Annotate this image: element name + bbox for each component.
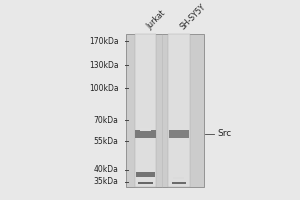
Bar — [169, 130, 189, 138]
Bar — [135, 34, 156, 187]
Text: 100kDa: 100kDa — [89, 84, 118, 93]
Bar — [172, 182, 186, 184]
Text: 130kDa: 130kDa — [89, 61, 118, 70]
Bar — [168, 34, 190, 187]
Text: 170kDa: 170kDa — [89, 37, 118, 46]
Bar — [136, 172, 155, 177]
Bar — [173, 177, 184, 179]
Text: 35kDa: 35kDa — [94, 177, 119, 186]
Text: 55kDa: 55kDa — [94, 137, 119, 146]
Bar — [126, 34, 204, 187]
Text: 40kDa: 40kDa — [94, 165, 119, 174]
Text: SH-SY5Y: SH-SY5Y — [179, 2, 208, 31]
Bar — [135, 130, 156, 138]
Bar — [140, 128, 151, 131]
Text: Src: Src — [217, 129, 231, 138]
Text: 70kDa: 70kDa — [94, 116, 119, 125]
Bar — [138, 182, 153, 184]
Text: Jurkat: Jurkat — [146, 9, 168, 31]
